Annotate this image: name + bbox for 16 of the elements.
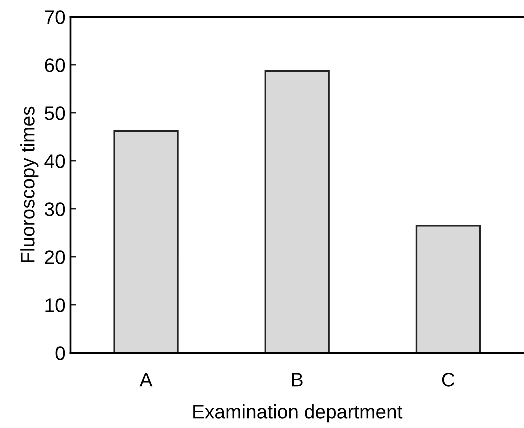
y-tick-label: 20 xyxy=(45,250,66,264)
y-tick-label: 30 xyxy=(44,202,66,216)
y-tick-label: 0 xyxy=(56,346,66,360)
x-axis-title: Examination department xyxy=(194,404,403,423)
y-tick-label: 70 xyxy=(45,10,66,24)
y-tick-label: 40 xyxy=(44,154,66,168)
y-tick-label: 50 xyxy=(45,106,66,120)
x-tick-label: A xyxy=(140,373,153,387)
bar xyxy=(416,225,482,354)
bar xyxy=(264,70,330,354)
y-tick-label: 60 xyxy=(45,58,66,72)
y-axis-title: Fluoroscopy times xyxy=(20,106,39,262)
bar xyxy=(114,130,179,354)
y-tick-label: 10 xyxy=(46,298,66,312)
x-tick-label: B xyxy=(292,373,303,387)
x-tick-label: C xyxy=(442,373,455,387)
